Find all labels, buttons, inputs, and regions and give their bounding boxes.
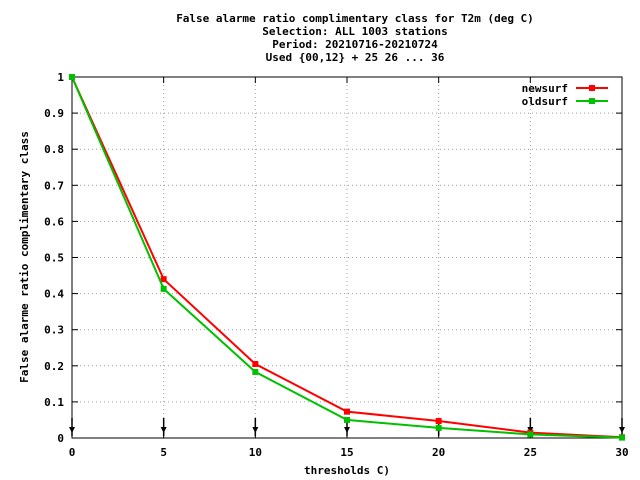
x-tick-label: 15 [340,446,353,459]
threshold-arrow-head [344,427,350,433]
data-point-oldsurf [69,74,75,80]
data-point-newsurf [252,360,259,367]
y-tick-label: 1 [57,71,64,84]
chart-title: False alarme ratio complimentary class f… [176,12,534,64]
data-point-oldsurf [435,424,442,431]
x-tick-label: 10 [249,446,262,459]
threshold-arrow-head [160,427,167,433]
threshold-arrow-head [619,427,625,433]
y-tick-label: 0.9 [44,107,64,120]
x-tick-label: 30 [615,446,628,459]
x-tick-labels: 0 5 10 15 20 25 30 [69,446,629,459]
y-tick-labels: 0 0.1 0.2 0.3 0.4 0.5 0.6 0.7 0.8 0.9 1 [44,71,64,445]
data-point-newsurf [435,418,442,425]
data-point-oldsurf [619,434,625,441]
data-point-oldsurf [252,368,259,375]
x-tick-label: 25 [524,446,537,459]
data-point-newsurf [344,408,350,415]
y-tick-label: 0.6 [44,215,64,228]
data-point-oldsurf [344,416,350,423]
data-point-newsurf [160,276,167,283]
y-axis-label: False alarme ratio complimentary class [18,131,31,383]
data-point-oldsurf [160,285,167,292]
y-tick-label: 0.5 [44,252,64,265]
title-line-1: False alarme ratio complimentary class f… [176,12,534,25]
x-tick-label: 20 [432,446,445,459]
legend-label-oldsurf: oldsurf [522,95,568,108]
y-tick-label: 0.3 [44,324,64,337]
threshold-arrow-head [252,427,259,433]
legend-marker-newsurf [589,85,595,91]
grid [72,77,622,438]
legend-marker-oldsurf [589,98,595,104]
threshold-arrow-head [69,427,75,433]
y-tick-label: 0.1 [44,396,64,409]
y-tick-label: 0 [57,432,64,445]
y-tick-label: 0.2 [44,360,64,373]
data-point-oldsurf [527,431,534,438]
title-line-3: Period: 20210716-20210724 [272,38,438,51]
y-tick-label: 0.4 [44,288,64,301]
title-line-4: Used {00,12} + 25 26 ... 36 [266,51,445,64]
x-axis-label: thresholds C) [304,464,390,477]
series-lines [69,74,625,441]
y-tick-label: 0.8 [44,143,64,156]
x-tick-label: 5 [160,446,167,459]
x-tick-label: 0 [69,446,76,459]
legend-label-newsurf: newsurf [522,82,568,95]
y-tick-label: 0.7 [44,179,64,192]
title-line-2: Selection: ALL 1003 stations [262,25,447,38]
